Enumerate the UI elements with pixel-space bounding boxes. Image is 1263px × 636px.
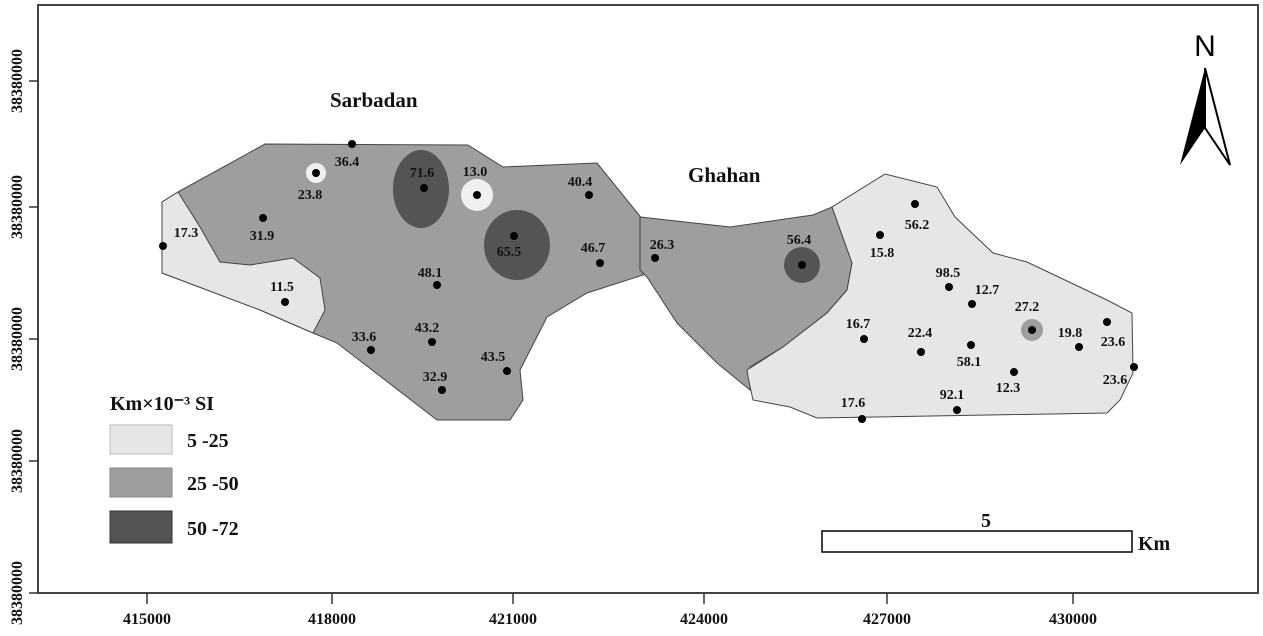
zone-ghahan-low xyxy=(746,173,1134,419)
y-tick-label: 38380000 xyxy=(9,175,26,239)
y-tick-label: 38380000 xyxy=(9,49,26,113)
legend-title: Km×10⁻³ SI xyxy=(110,393,214,415)
sample-value: 17.3 xyxy=(174,226,199,241)
sample-point xyxy=(433,281,441,289)
legend-swatch-mid xyxy=(109,467,173,498)
sample-point xyxy=(503,367,511,375)
x-tick-label: 418000 xyxy=(308,611,356,628)
x-tick-label: 430000 xyxy=(1049,611,1097,628)
sample-point xyxy=(798,261,806,269)
sample-value: 98.5 xyxy=(936,266,961,281)
sample-value: 26.3 xyxy=(650,238,675,253)
sample-point xyxy=(968,300,976,308)
sample-value: 58.1 xyxy=(957,355,982,370)
sample-point xyxy=(259,214,267,222)
sample-point xyxy=(917,348,925,356)
sample-value: 31.9 xyxy=(250,229,275,244)
y-tick-label: 38380000 xyxy=(9,561,26,625)
sample-value: 56.4 xyxy=(787,233,812,248)
sample-point xyxy=(876,231,884,239)
sample-value: 17.6 xyxy=(841,396,866,411)
north-label: N xyxy=(1194,30,1216,63)
y-tick-label: 38380000 xyxy=(9,307,26,371)
sample-value: 23.6 xyxy=(1101,335,1126,350)
sample-point xyxy=(585,191,593,199)
legend-label-low: 5 -25 xyxy=(187,430,229,452)
sample-value: 15.8 xyxy=(870,246,895,261)
sample-point xyxy=(420,184,428,192)
place-label-sarbadan: Sarbadan xyxy=(330,88,418,112)
x-tick-label: 421000 xyxy=(489,611,537,628)
sample-point xyxy=(473,191,481,199)
legend-label-mid: 25 -50 xyxy=(187,473,239,495)
x-tick-label: 424000 xyxy=(680,611,728,628)
zone-high-65 xyxy=(484,210,550,280)
sample-value: 36.4 xyxy=(335,155,360,170)
y-tick-label: 38380000 xyxy=(9,429,26,493)
sample-value: 43.5 xyxy=(481,350,506,365)
sample-value: 11.5 xyxy=(270,280,294,295)
sample-point xyxy=(312,169,320,177)
scale-bar xyxy=(821,530,1133,553)
sample-point xyxy=(596,259,604,267)
sample-value: 23.8 xyxy=(298,188,323,203)
sample-point xyxy=(860,335,868,343)
legend-swatch-high xyxy=(109,510,173,544)
sample-value: 32.9 xyxy=(423,370,448,385)
sample-point xyxy=(1130,363,1138,371)
place-label-ghahan: Ghahan xyxy=(688,163,761,187)
sample-point xyxy=(858,415,866,423)
sample-point xyxy=(967,341,975,349)
legend-label-high: 50 -72 xyxy=(187,518,239,540)
scale-bar-unit: Km xyxy=(1138,533,1171,555)
sample-point xyxy=(428,338,436,346)
scale-bar-value: 5 xyxy=(981,510,991,532)
x-tick-label: 427000 xyxy=(863,611,911,628)
zone-sarbadan-low xyxy=(161,191,326,334)
sample-point xyxy=(281,298,289,306)
sample-value: 16.7 xyxy=(846,317,871,332)
sample-value: 48.1 xyxy=(418,266,443,281)
north-arrow-icon: N xyxy=(1180,30,1231,166)
legend-swatch-low xyxy=(109,424,173,455)
sample-point xyxy=(159,242,167,250)
sample-value: 19.8 xyxy=(1058,326,1083,341)
sample-value: 12.3 xyxy=(996,381,1021,396)
sample-value: 92.1 xyxy=(940,388,965,403)
x-tick-label: 415000 xyxy=(123,611,171,628)
sample-point xyxy=(651,254,659,262)
sample-value: 12.7 xyxy=(975,283,1000,298)
sample-point xyxy=(348,140,356,148)
sample-point xyxy=(1103,318,1111,326)
sample-point xyxy=(911,200,919,208)
sample-value: 56.2 xyxy=(905,218,930,233)
sample-value: 40.4 xyxy=(568,175,593,190)
sample-value: 33.6 xyxy=(352,330,377,345)
sample-value: 65.5 xyxy=(497,245,522,260)
sample-value: 22.4 xyxy=(908,326,933,341)
sample-value: 27.2 xyxy=(1015,300,1040,315)
sample-value: 43.2 xyxy=(415,321,440,336)
sample-point xyxy=(953,406,961,414)
sample-point xyxy=(1028,326,1036,334)
sample-point xyxy=(367,346,375,354)
sample-value: 71.6 xyxy=(410,166,435,181)
sample-point xyxy=(945,283,953,291)
sample-value: 23.6 xyxy=(1103,373,1128,388)
sample-value: 46.7 xyxy=(581,241,606,256)
sample-value: 13.0 xyxy=(463,165,488,180)
sample-point xyxy=(1010,368,1018,376)
sample-point xyxy=(438,386,446,394)
legend: Km×10⁻³ SI 5 -25 25 -50 50 -72 xyxy=(109,393,239,544)
sample-point xyxy=(1075,343,1083,351)
sample-point xyxy=(510,232,518,240)
